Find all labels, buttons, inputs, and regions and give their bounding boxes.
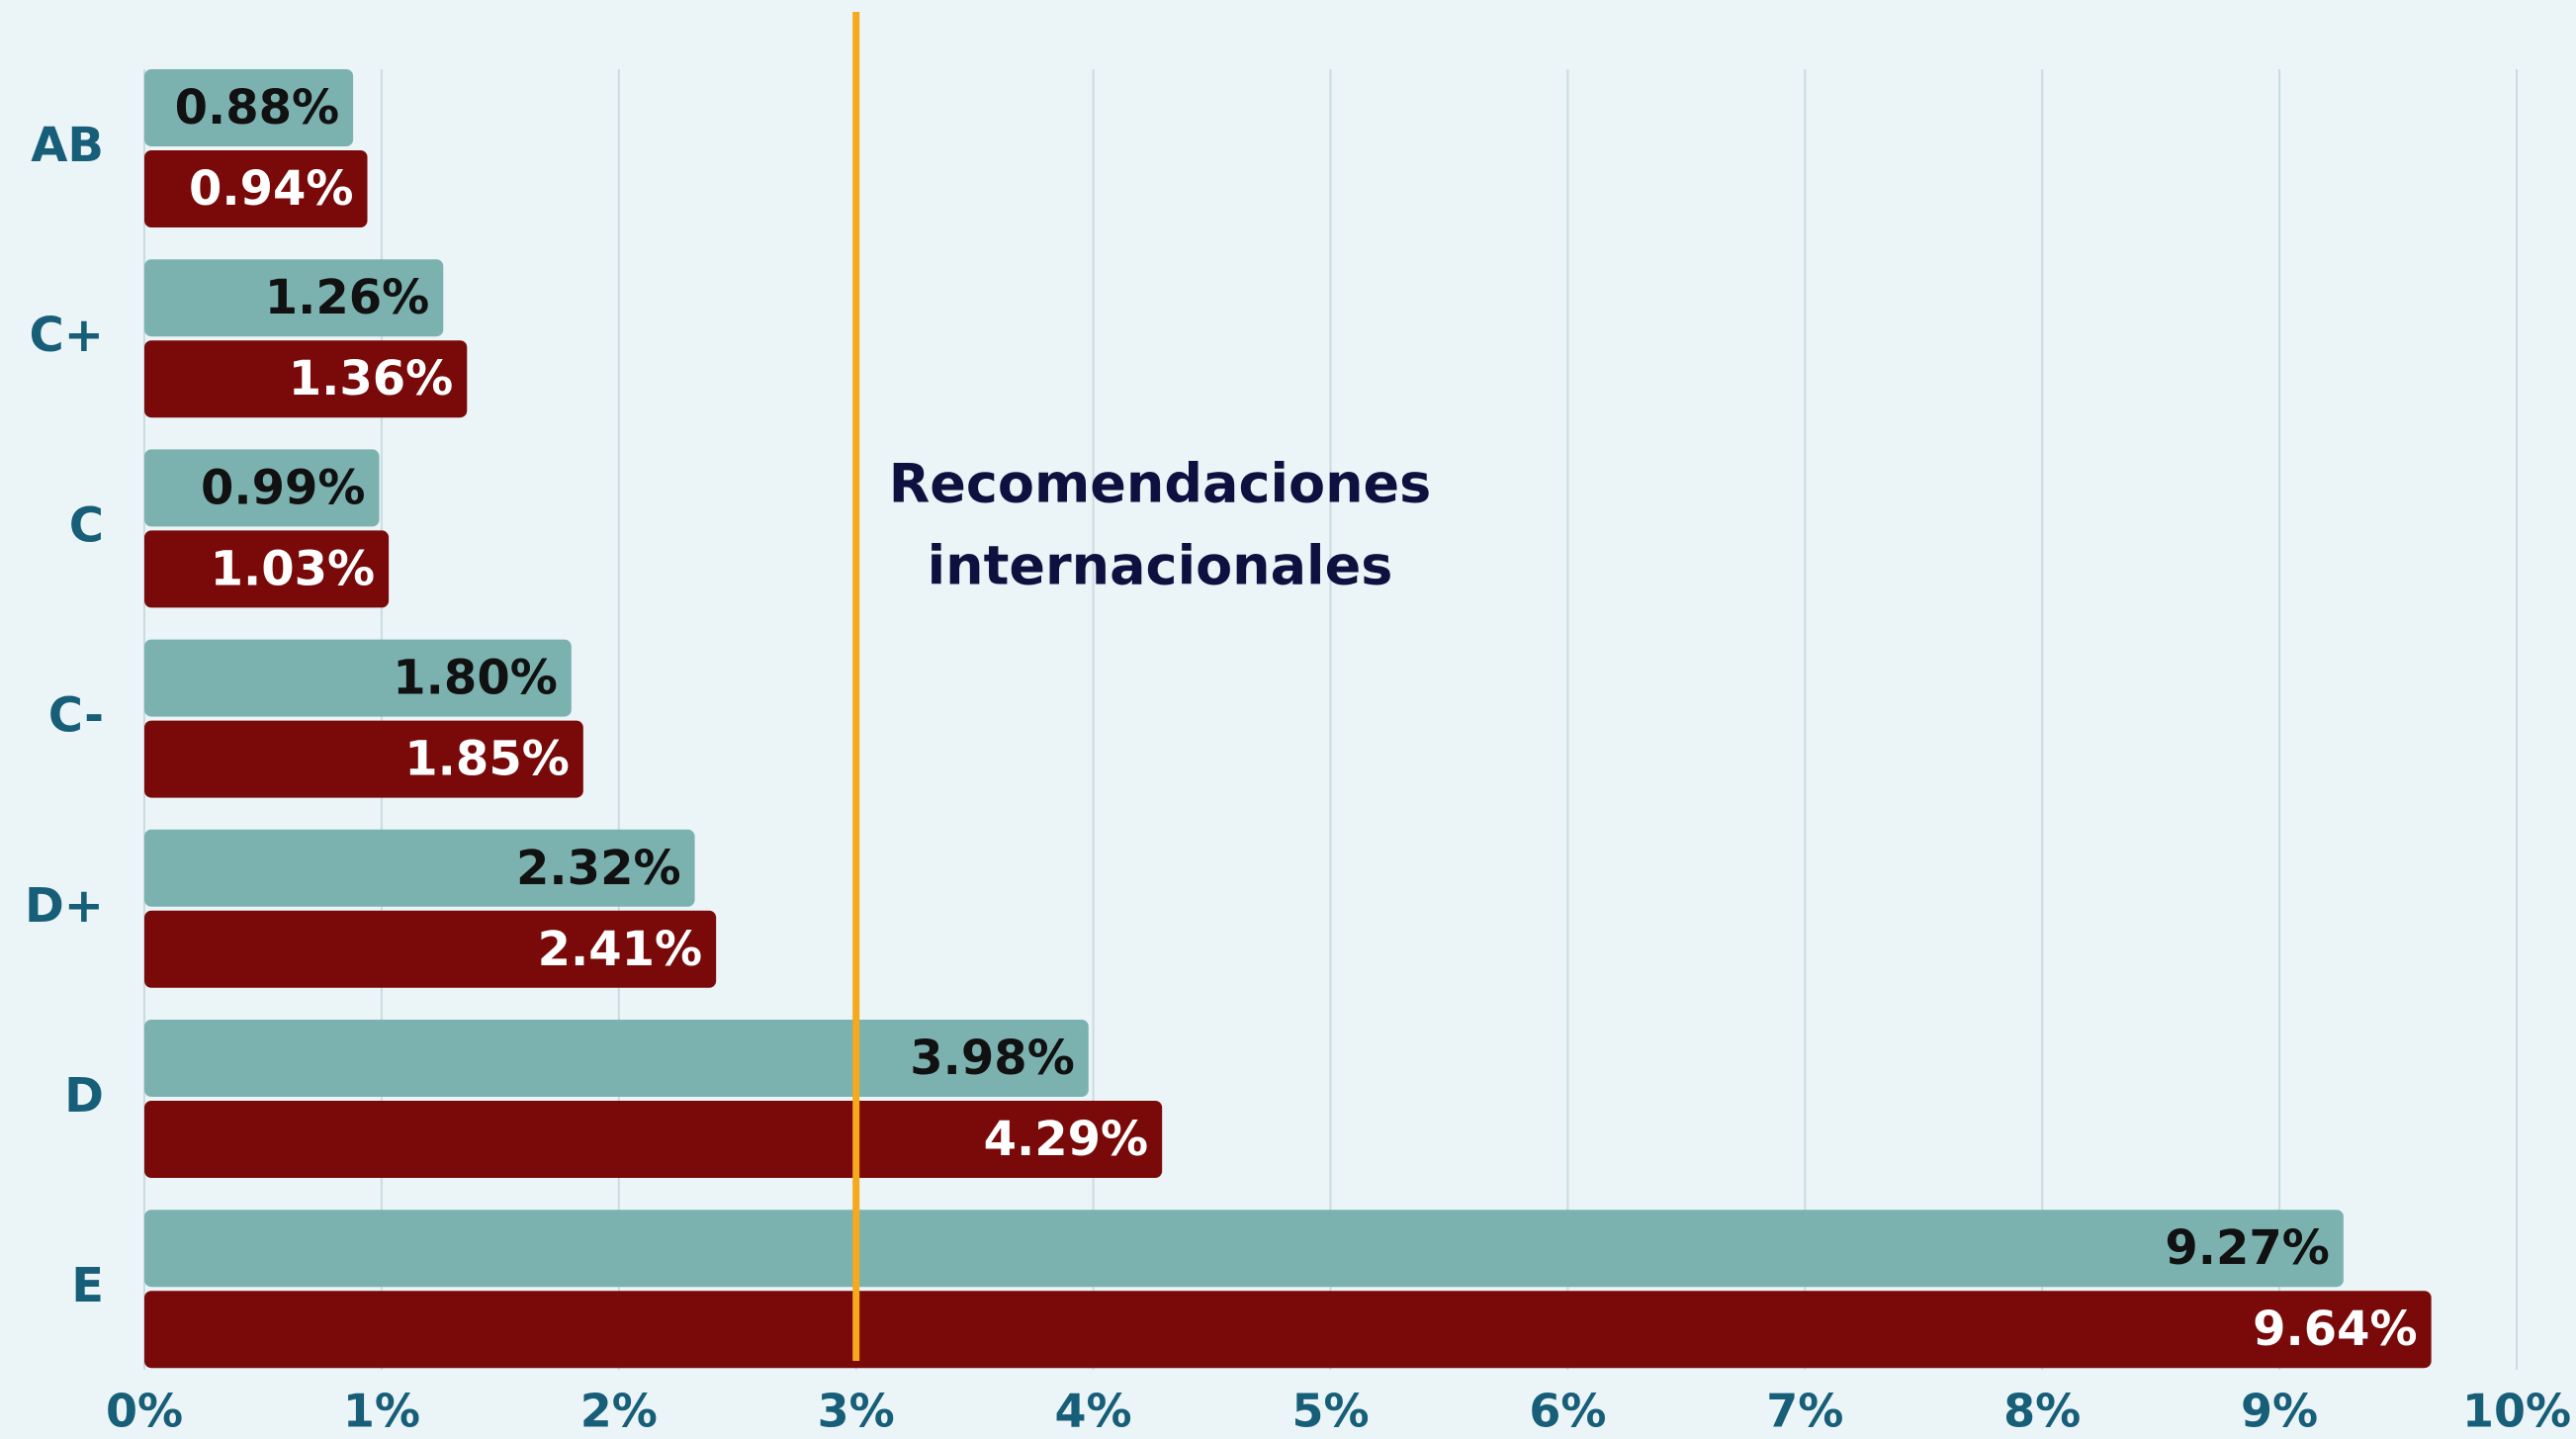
bar: [144, 1101, 1163, 1178]
x-tick-label: 4%: [1055, 1385, 1132, 1438]
y-tick-label: E: [71, 1258, 104, 1313]
x-tick-label: 1%: [343, 1385, 420, 1438]
x-tick-label: 8%: [2003, 1385, 2081, 1438]
value-label: 4.29%: [984, 1112, 1149, 1167]
bar: [144, 340, 468, 418]
annotation: Recomendaciones: [889, 453, 1432, 515]
bar: [144, 530, 390, 608]
value-label: 2.32%: [516, 841, 681, 896]
bar: [144, 69, 354, 146]
annotation: internacionales: [928, 535, 1393, 597]
value-label: 1.26%: [265, 270, 430, 325]
x-tick-label: 6%: [1529, 1385, 1606, 1438]
x-tick-label: 7%: [1766, 1385, 1843, 1438]
bar: [144, 639, 572, 717]
bar: [144, 1210, 2344, 1288]
value-label: 9.64%: [2253, 1302, 2418, 1357]
bar: [144, 259, 444, 337]
x-tick-label: 2%: [580, 1385, 658, 1438]
bar: [144, 150, 368, 227]
value-label: 1.80%: [393, 651, 558, 706]
value-label: 9.27%: [2165, 1220, 2330, 1276]
x-tick-label: 9%: [2241, 1385, 2318, 1438]
x-tick-label: 10%: [2462, 1385, 2571, 1438]
value-label: 0.99%: [201, 460, 366, 515]
value-label: 0.94%: [189, 161, 354, 217]
y-tick-label: D+: [25, 878, 104, 934]
bar: [144, 910, 717, 988]
y-tick-label: C: [69, 497, 104, 553]
x-tick-label: 3%: [818, 1385, 895, 1438]
y-tick-label: C-: [48, 688, 104, 744]
value-label: 2.41%: [538, 922, 703, 977]
y-tick-label: D: [64, 1068, 104, 1124]
bar: [144, 1291, 2432, 1369]
bar: [144, 720, 583, 798]
bar: [144, 1020, 1089, 1097]
value-label: 1.36%: [289, 351, 454, 406]
value-label: 0.88%: [175, 80, 340, 135]
x-tick-label: 5%: [1291, 1385, 1369, 1438]
bar: [144, 829, 695, 907]
bar: [144, 449, 380, 527]
value-label: 1.03%: [211, 541, 376, 596]
y-tick-label: AB: [31, 118, 104, 173]
y-tick-label: C+: [30, 308, 104, 363]
value-label: 1.85%: [404, 732, 570, 787]
x-tick-label: 0%: [106, 1385, 183, 1438]
value-label: 3.98%: [910, 1031, 1075, 1086]
